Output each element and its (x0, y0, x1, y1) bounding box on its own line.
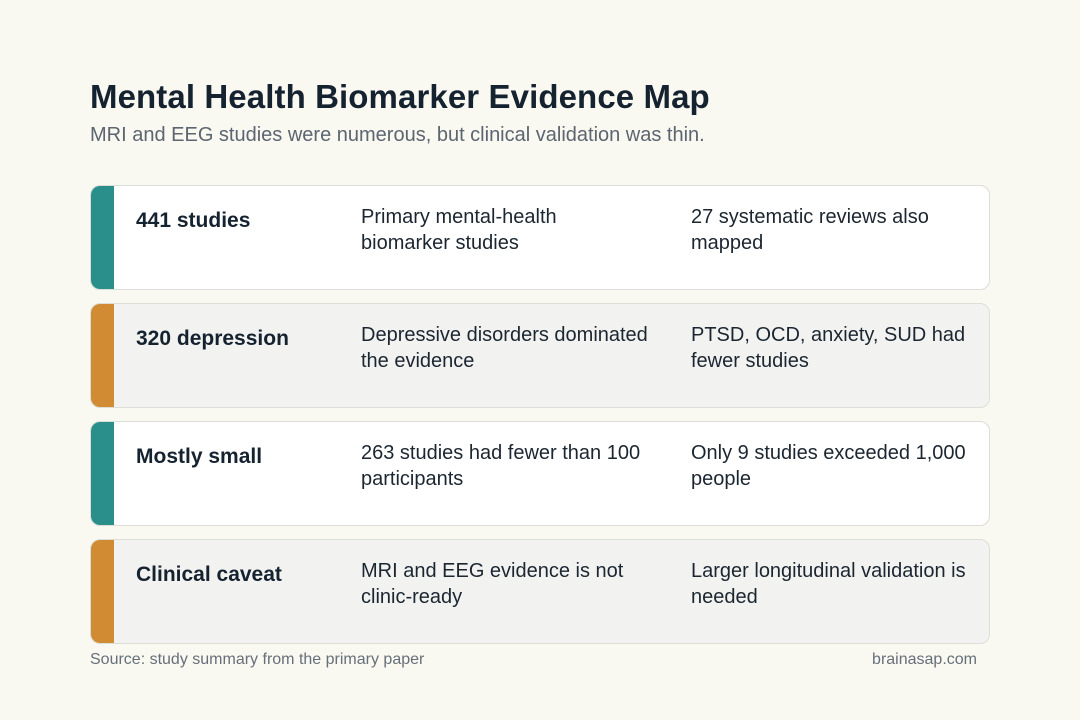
evidence-rows: 441 studies Primary mental-health biomar… (90, 185, 990, 657)
row-detail-secondary: 27 systematic reviews also mapped (691, 206, 929, 254)
row-accent-bar (91, 422, 114, 525)
page-title: Mental Health Biomarker Evidence Map (90, 78, 710, 115)
evidence-row-sample-size: Mostly small 263 studies had fewer than … (90, 421, 990, 526)
row-detail-primary: Primary mental-health biomarker studies (361, 206, 557, 254)
row-accent-bar (91, 540, 114, 643)
source-note: Source: study summary from the primary p… (90, 651, 425, 668)
row-label: 441 studies (136, 209, 251, 232)
row-detail-primary: MRI and EEG evidence is not clinic-ready (361, 560, 624, 608)
row-label: Mostly small (136, 445, 263, 468)
row-detail-secondary: Larger longitudinal validation is needed (691, 560, 966, 608)
row-accent-bar (91, 304, 114, 407)
row-detail-primary: Depressive disorders dominated the evide… (361, 324, 648, 372)
row-detail-secondary: PTSD, OCD, anxiety, SUD had fewer studie… (691, 324, 966, 372)
evidence-row-studies: 441 studies Primary mental-health biomar… (90, 185, 990, 290)
row-detail-secondary: Only 9 studies exceeded 1,000 people (691, 442, 966, 490)
evidence-row-clinical-caveat: Clinical caveat MRI and EEG evidence is … (90, 539, 990, 644)
row-label: Clinical caveat (136, 563, 282, 586)
row-detail-primary: 263 studies had fewer than 100 participa… (361, 442, 641, 490)
row-label: 320 depression (136, 327, 289, 350)
evidence-row-depression: 320 depression Depressive disorders domi… (90, 303, 990, 408)
site-credit: brainasap.com (872, 651, 977, 668)
page-subtitle: MRI and EEG studies were numerous, but c… (90, 124, 705, 146)
row-accent-bar (91, 186, 114, 289)
